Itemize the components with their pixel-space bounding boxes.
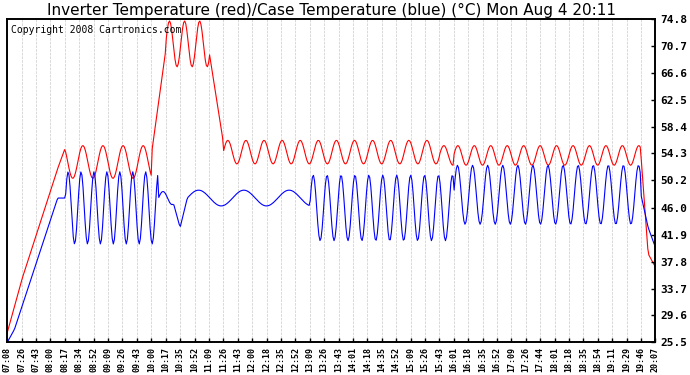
Text: Copyright 2008 Cartronics.com: Copyright 2008 Cartronics.com bbox=[10, 26, 181, 35]
Title: Inverter Temperature (red)/Case Temperature (blue) (°C) Mon Aug 4 20:11: Inverter Temperature (red)/Case Temperat… bbox=[47, 3, 615, 18]
